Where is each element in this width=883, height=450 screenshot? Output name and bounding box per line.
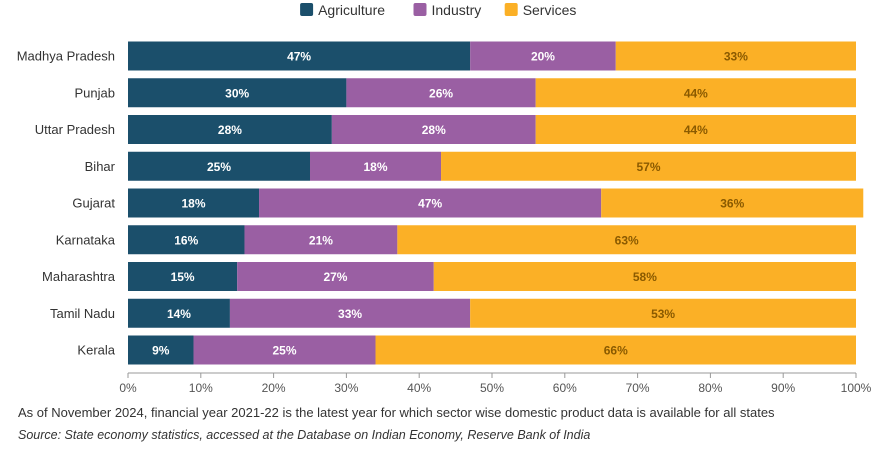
bar-segment-agriculture: [128, 115, 332, 144]
bar-segment-agriculture: [128, 78, 347, 108]
bar-segment-agriculture: [128, 298, 230, 328]
legend-label-services: Services: [523, 2, 577, 18]
data-label: 53%: [651, 307, 675, 321]
data-label: 33%: [338, 307, 362, 321]
x-tick-label: 80%: [698, 381, 722, 395]
stacked-bar-chart: Agriculture Industry Services 47% 20% 33% 30% 2…: [17, 2, 872, 395]
category-label: Kerala: [77, 343, 115, 358]
x-tick-label: 10%: [189, 381, 213, 395]
category-label: Tamil Nadu: [50, 306, 115, 321]
data-label: 18%: [182, 197, 206, 211]
bar-segment-agriculture: [128, 262, 238, 291]
x-tick-label: 30%: [334, 381, 358, 395]
x-axis: 0% 10% 20% 30% 40% 50% 60% 70% 80% 90% 100%: [119, 372, 872, 395]
category-label: Punjab: [75, 85, 115, 100]
bar-segment-industry: [229, 298, 471, 328]
x-tick-label: 0%: [119, 381, 137, 395]
bar-segment-agriculture: [128, 188, 260, 218]
data-label: 20%: [531, 50, 555, 64]
data-label: 16%: [174, 233, 198, 247]
bar-segment-industry: [310, 151, 442, 181]
legend-label-agriculture: Agriculture: [318, 2, 385, 18]
bar-segment-services: [397, 225, 856, 255]
bar-segment-industry: [259, 188, 602, 218]
legend-item-industry: Industry: [413, 2, 482, 18]
category-label: Maharashtra: [42, 269, 116, 284]
legend-swatch-industry: [413, 3, 427, 16]
bar-segment-agriculture: [128, 41, 471, 71]
category-label: Uttar Pradesh: [35, 122, 115, 137]
x-tick-label: 70%: [626, 381, 650, 395]
data-label: 27%: [323, 270, 347, 284]
data-label: 44%: [684, 86, 708, 100]
bar-segment-agriculture: [128, 151, 310, 181]
category-label: Karnataka: [56, 232, 116, 247]
x-tick-label: 50%: [480, 381, 504, 395]
bar-segment-services: [615, 41, 856, 71]
bar-segment-services: [375, 335, 856, 365]
bar-segment-services: [535, 115, 856, 144]
data-label: 28%: [422, 123, 446, 137]
x-tick-label: 40%: [407, 381, 431, 395]
bars: 47% 20% 33% 30% 26% 44% 28% 28% 44% 25% 18% 57% 18% 4…: [128, 41, 864, 365]
bar-segment-industry: [244, 225, 398, 255]
data-label: 21%: [309, 233, 333, 247]
bar-segment-services: [441, 151, 856, 181]
legend-swatch-agriculture: [300, 3, 314, 16]
data-label: 57%: [637, 160, 661, 174]
data-label: 25%: [207, 160, 231, 174]
x-tick-label: 60%: [553, 381, 577, 395]
data-label: 9%: [152, 344, 170, 358]
data-label: 36%: [720, 197, 744, 211]
bar-segment-agriculture: [128, 225, 245, 255]
legend-item-services: Services: [504, 2, 577, 18]
bar-segment-services: [535, 78, 856, 108]
x-tick-label: 20%: [262, 381, 286, 395]
data-label: 26%: [429, 86, 453, 100]
chart-source: Source: State economy statistics, access…: [18, 428, 591, 442]
bar-segment-services: [433, 262, 856, 291]
category-label: Gujarat: [72, 196, 115, 211]
x-tick-label: 100%: [841, 381, 872, 395]
bar-segment-industry: [193, 335, 376, 365]
category-label: Bihar: [85, 159, 116, 174]
data-label: 15%: [171, 270, 195, 284]
legend-swatch-services: [504, 3, 518, 16]
data-label: 47%: [287, 50, 311, 64]
x-tick-label: 90%: [771, 381, 795, 395]
legend-item-agriculture: Agriculture: [300, 2, 385, 18]
data-label: 33%: [724, 50, 748, 64]
bar-segment-services: [601, 188, 864, 218]
bar-segment-services: [470, 298, 856, 328]
data-label: 30%: [225, 86, 249, 100]
bar-segment-industry: [346, 78, 536, 108]
data-label: 44%: [684, 123, 708, 137]
data-label: 25%: [273, 344, 297, 358]
chart-note: As of November 2024, financial year 2021…: [18, 405, 775, 420]
legend-label-industry: Industry: [432, 2, 482, 18]
data-label: 28%: [218, 123, 242, 137]
bar-segment-industry: [237, 262, 434, 291]
data-label: 58%: [633, 270, 657, 284]
data-label: 18%: [364, 160, 388, 174]
bar-segment-industry: [470, 41, 616, 71]
bar-segment-agriculture: [128, 335, 194, 365]
category-label: Madhya Pradesh: [17, 49, 115, 64]
bar-segment-industry: [331, 115, 536, 144]
data-label: 63%: [615, 233, 639, 247]
chart-legend: Agriculture Industry Services: [300, 2, 576, 18]
data-label: 47%: [418, 197, 442, 211]
data-label: 66%: [604, 344, 628, 358]
data-label: 14%: [167, 307, 191, 321]
